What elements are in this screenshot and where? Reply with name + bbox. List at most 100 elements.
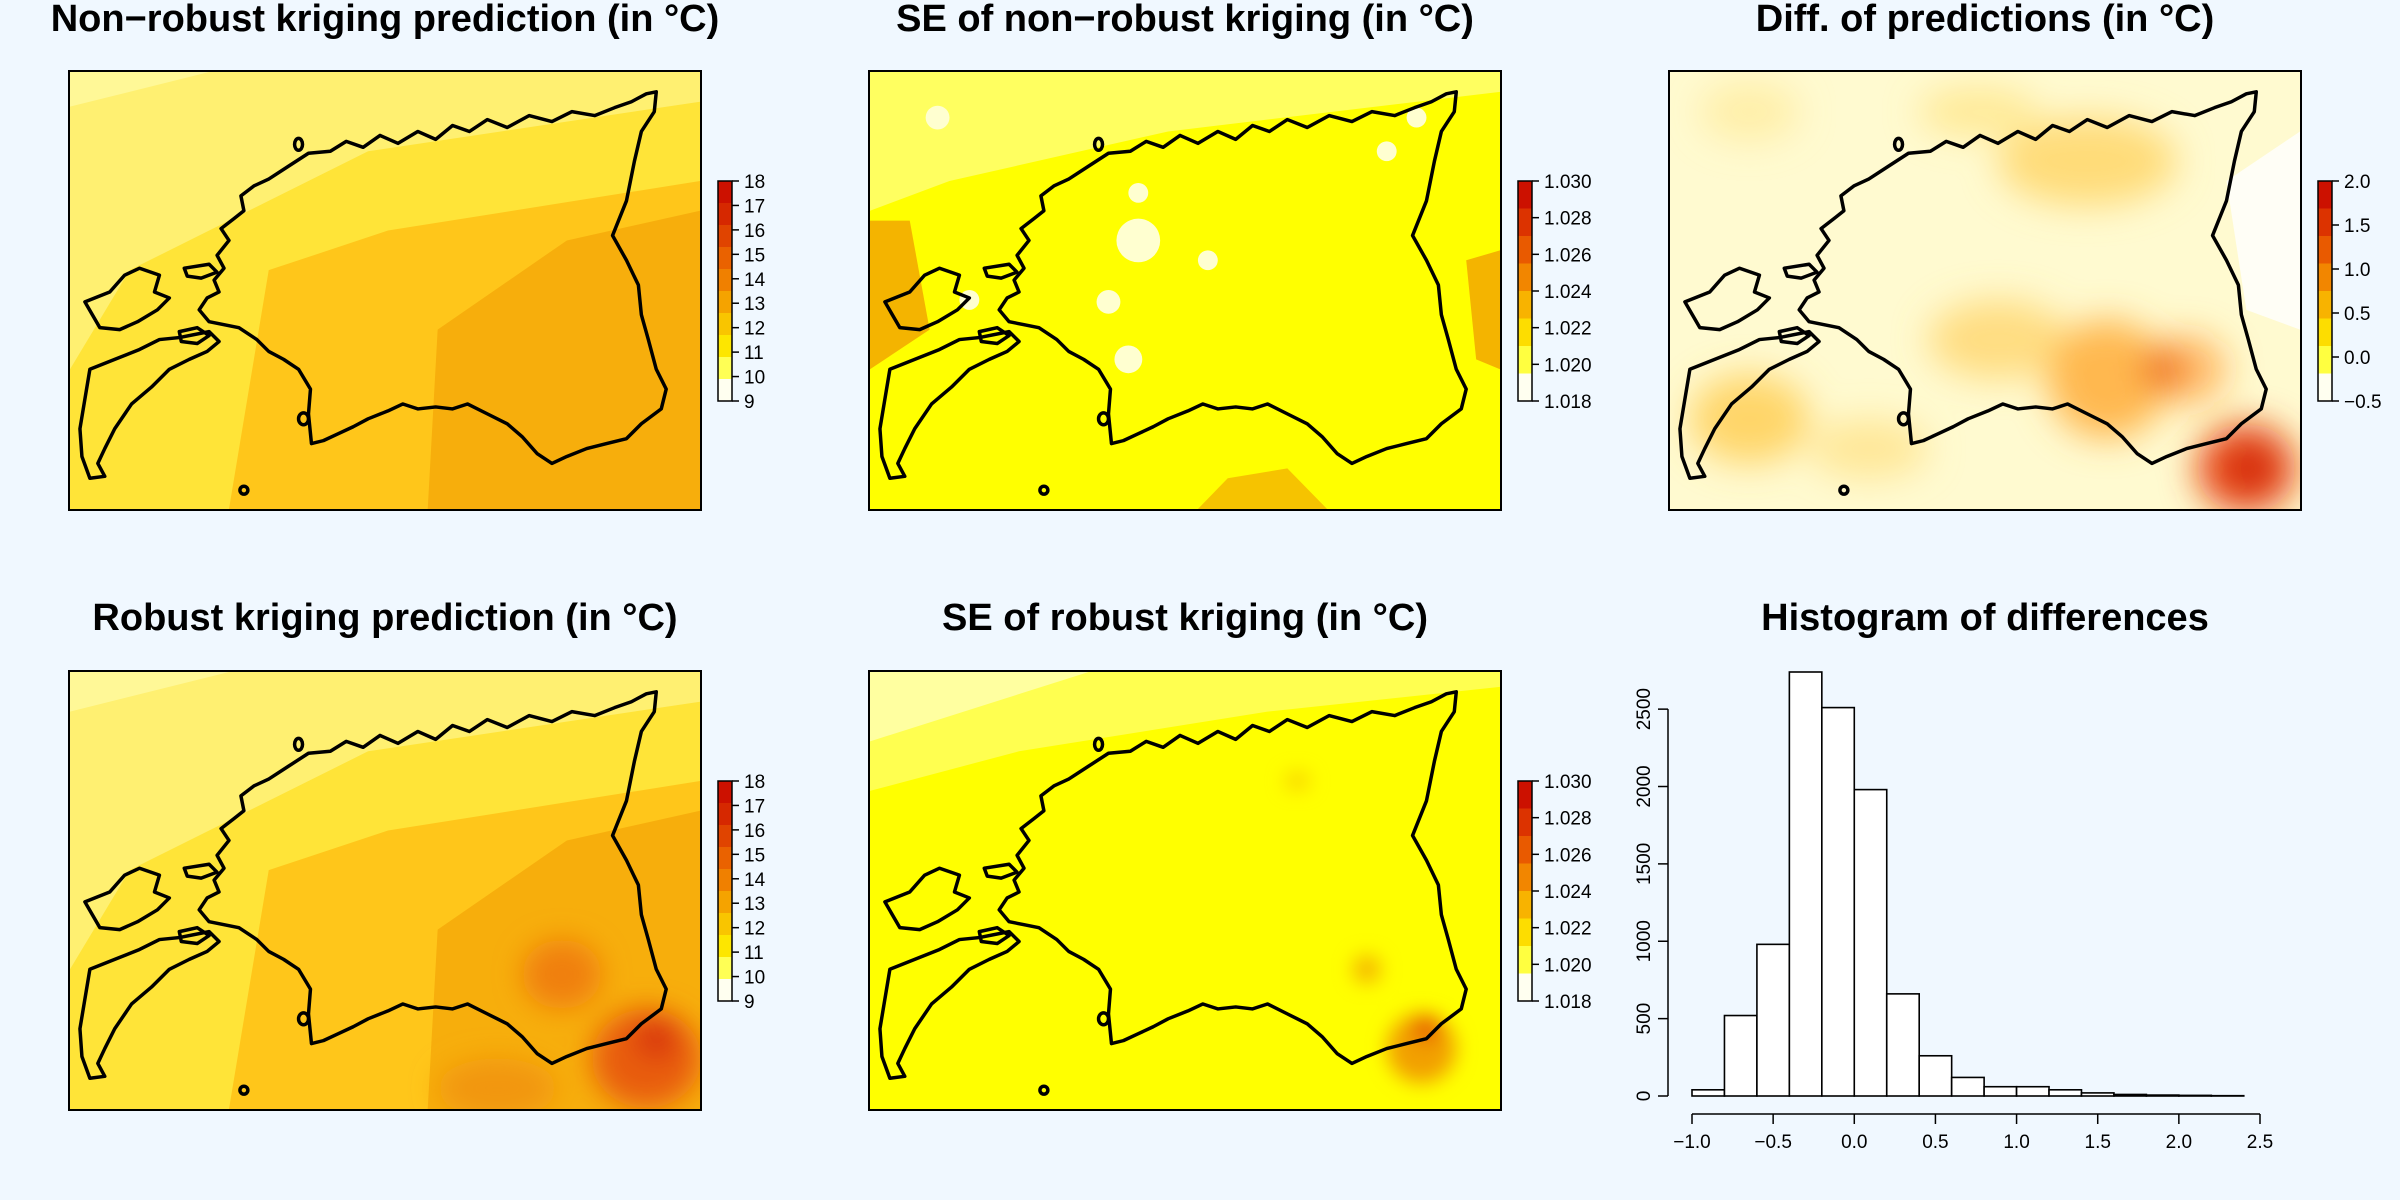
colorbar-tick-label: 11: [744, 943, 764, 964]
map-se-robust: [868, 670, 1502, 1111]
muhu-outline: [1777, 325, 1811, 346]
colorbar-segment: [1518, 918, 1532, 947]
colorbar-segment: [718, 803, 732, 826]
histogram-bar: [2080, 1092, 2115, 1097]
map-robust-prediction: [68, 670, 702, 1111]
hiiumaa-outline: [883, 866, 972, 932]
colorbar-segment: [1518, 208, 1532, 237]
title-se-robust: SE of robust kriging (in °C): [942, 597, 1428, 639]
islet-outline: [1838, 484, 1850, 496]
saaremaa-outline: [878, 329, 1021, 481]
mainland-outline: [997, 90, 1468, 466]
map-diff-predictions: [1668, 70, 2302, 511]
colorbar-segment: [2318, 236, 2332, 264]
estonia-coastline: [878, 90, 1468, 496]
hotspot: [1997, 116, 2177, 206]
colorbar-temperature-bottom: 18 17 16 15 14 13 12 11 10 9: [717, 772, 808, 1015]
x-tick-label: 0.0: [1841, 1132, 1867, 1153]
histogram-bar: [1723, 1014, 1758, 1097]
colorbar-segment: [718, 957, 732, 980]
colorbar-tick-label: 12: [744, 319, 765, 340]
colorbar-tick-label: 10: [744, 368, 765, 389]
station-spot: [1128, 182, 1149, 203]
colorbar-tick-label: −0.5: [2344, 392, 2382, 413]
colorbar-tick-label: 1.5: [2344, 216, 2370, 237]
colorbar-segment: [718, 935, 732, 958]
colorbar-frame: [2317, 180, 2333, 402]
vormsi-outline: [182, 862, 219, 880]
colorbar-segment: [718, 225, 732, 248]
robust-hotspots: [437, 939, 700, 1109]
colorbar-segment: [718, 379, 732, 402]
islet-outline: [1092, 736, 1105, 753]
hotspot: [437, 1058, 557, 1109]
colorbar-tick-label: 1.026: [1544, 245, 1592, 266]
hiiumaa-outline: [83, 866, 172, 932]
hotspot: [1928, 299, 2068, 380]
colorbar-tick-label: 11: [744, 343, 764, 364]
muhu-outline: [177, 325, 211, 346]
colorbar-segment: [718, 313, 732, 336]
colorbar-segment: [718, 891, 732, 914]
colorbar-segment: [2318, 263, 2332, 292]
islet-outline: [296, 411, 311, 427]
colorbar-segment: [2318, 291, 2332, 319]
light-zone: [870, 672, 1500, 791]
colorbar-segment: [718, 913, 732, 936]
colorbar-se-top: 1.030 1.028 1.026 1.024 1.022 1.020 1.018: [1517, 172, 1608, 415]
saaremaa-outline: [78, 929, 221, 1081]
colorbar-segment: [1518, 346, 1532, 374]
islet-outline: [1038, 484, 1050, 496]
colorbar-tick-label: 13: [744, 894, 765, 915]
islet-outline: [1096, 411, 1111, 427]
hotspot-max: [2229, 443, 2274, 494]
colorbar-tick-label: 1.020: [1544, 955, 1592, 976]
colorbar-tick-label: 14: [744, 870, 766, 891]
islet-outline: [238, 1084, 250, 1096]
saaremaa-outline: [78, 329, 221, 481]
colorbar-segment: [718, 291, 732, 314]
colorbar-segment: [1518, 373, 1532, 402]
hiiumaa-outline: [83, 266, 172, 332]
colorbar-tick-label: 1.024: [1544, 282, 1592, 303]
colorbar-segment: [1518, 973, 1532, 1002]
colorbar-segment: [1518, 263, 1532, 292]
colorbar-tick-label: 16: [744, 221, 765, 242]
station-spot: [925, 105, 950, 130]
colorbar-frame: [717, 780, 733, 1002]
colorbar-tick-label: 13: [744, 294, 765, 315]
islet-outline: [1096, 1011, 1111, 1027]
x-tick-label: 2.5: [2247, 1132, 2273, 1153]
colorbar-tick-label: 15: [744, 845, 765, 866]
title-se-nonrobust: SE of non−robust kriging (in °C): [896, 0, 1474, 40]
colorbar-tick-label: 0.0: [2344, 348, 2370, 369]
vormsi-outline: [982, 262, 1019, 280]
histogram-of-differences: −1.0 −0.5 0.0 0.5 1.0 1.5 2.0 2.5 0 500 1000 1500 20…: [1634, 671, 2273, 1153]
cold-zone: [2226, 131, 2300, 330]
hotspot-max: [636, 1018, 677, 1059]
se-hotspots: [1285, 773, 1457, 1084]
y-tick-label: 2000: [1634, 765, 1655, 807]
colorbar-segment: [718, 357, 732, 380]
y-tick-label: 0: [1634, 1091, 1655, 1102]
estonia-coastline: [1678, 90, 2268, 496]
estonia-coastline: [78, 690, 668, 1096]
colorbar-tick-label: 16: [744, 821, 765, 842]
colorbar-tick-label: 1.020: [1544, 355, 1592, 376]
colorbar-segment: [1518, 946, 1532, 974]
hotspot: [2143, 351, 2180, 388]
islet-outline: [292, 136, 305, 153]
islet-outline: [1892, 136, 1905, 153]
colorbar-tick-label: 18: [744, 172, 765, 193]
x-tick-label: 0.5: [1922, 1132, 1948, 1153]
colorbar-tick-label: 1.026: [1544, 845, 1592, 866]
colorbar-segment: [718, 869, 732, 892]
colorbar-segment: [1518, 863, 1532, 892]
colorbar-temperature-top: 18 17 16 15 14 13 12 11 10 9: [717, 172, 808, 415]
colorbar-tick-label: 1.022: [1544, 919, 1592, 940]
islet-outline: [238, 484, 250, 496]
map-se-nonrobust: [868, 70, 1502, 511]
x-tick-label: 2.0: [2166, 1132, 2192, 1153]
title-robust-prediction: Robust kriging prediction (in °C): [92, 597, 678, 639]
title-nonrobust-prediction: Non−robust kriging prediction (in °C): [50, 0, 720, 40]
